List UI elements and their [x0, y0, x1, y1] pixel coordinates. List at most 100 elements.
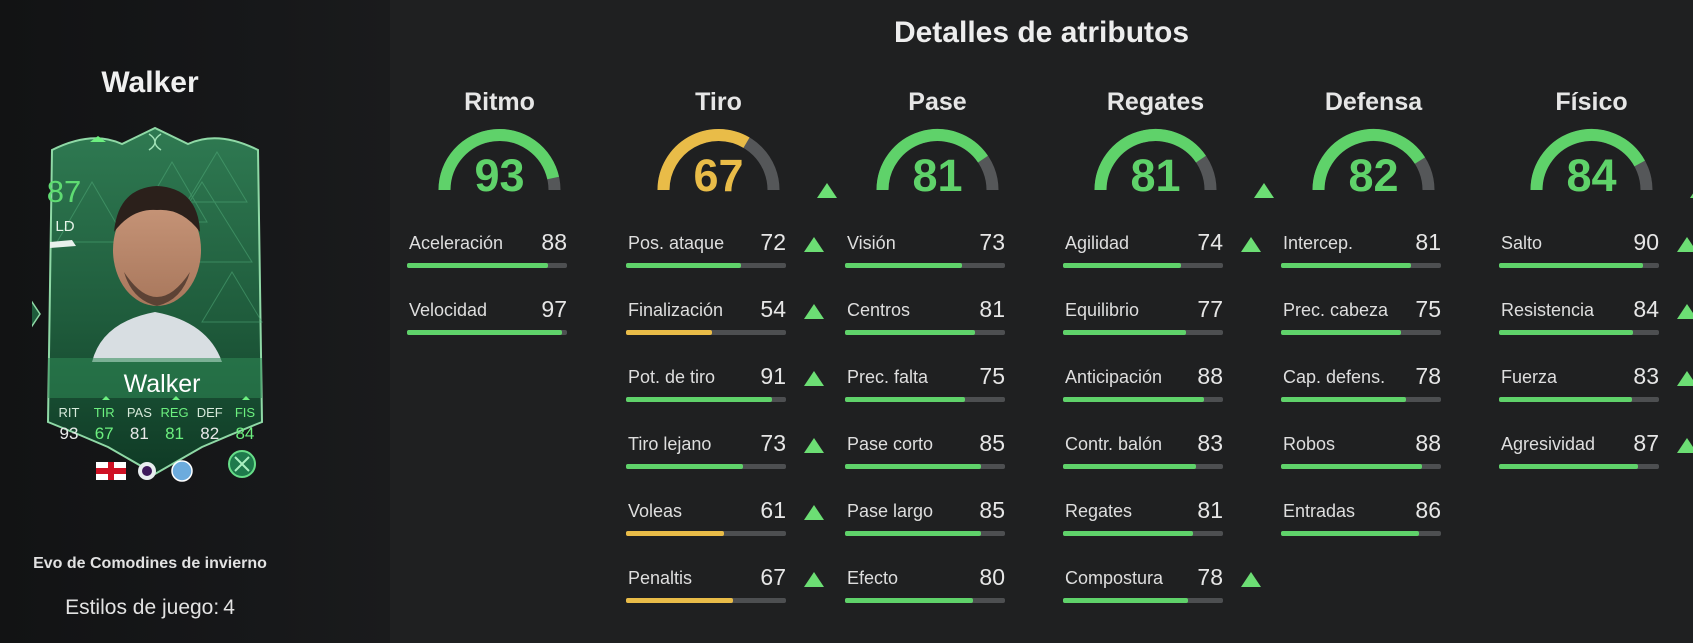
attribute-bar-track: [1281, 464, 1441, 469]
category-gauge: [876, 129, 999, 191]
attribute-bar-fill: [407, 330, 563, 335]
attribute-bar-track: [845, 330, 1005, 335]
attribute-name: Aceleración: [409, 233, 504, 253]
category-rating: 81: [1130, 150, 1181, 201]
attribute-row-contr-balon: Contr. balón 83: [1063, 430, 1223, 474]
category-name: Físico: [1555, 88, 1628, 116]
attribute-row-pot-de-tiro: Pot. de tiro 91: [626, 363, 824, 407]
gauge-fill: [876, 129, 988, 191]
attribute-bar-track: [626, 330, 786, 335]
attribute-bar-track: [845, 464, 1005, 469]
upgrade-arrow-icon: [817, 183, 837, 198]
attribute-bar-fill: [845, 330, 975, 335]
upgrade-arrow-icon: [804, 438, 824, 453]
card-stat-value: 93: [59, 424, 79, 443]
playstyles-label: Estilos de juego:: [65, 596, 220, 619]
boot-icon: [50, 240, 76, 248]
attribute-bar-track: [1499, 464, 1659, 469]
card-stat-values: 93 67 81 81 82 84: [52, 424, 262, 444]
attribute-name: Entradas: [1283, 501, 1356, 521]
attribute-name: Anticipación: [1065, 367, 1163, 387]
card-stat-label: RIT: [58, 405, 80, 420]
attribute-value: 83: [1197, 430, 1223, 456]
attribute-bar-track: [1499, 397, 1659, 402]
attribute-row-pase-corto: Pase corto 85: [845, 430, 1005, 474]
attribute-bar-track: [626, 598, 786, 603]
attribute-bar-fill: [845, 263, 962, 268]
attribute-bar-track: [1281, 263, 1441, 268]
attribute-bar-track: [1063, 531, 1223, 536]
attribute-name: Visión: [847, 233, 896, 253]
attribute-bar-fill: [845, 531, 981, 536]
attribute-bar-track: [845, 263, 1005, 268]
attribute-row-regates: Regates 81: [1063, 497, 1223, 541]
player-card[interactable]: 87 LD Walker RIT TIR PAS REG DEF FIS 93 …: [32, 122, 278, 494]
gauge-fill: [657, 129, 750, 191]
attribute-row-efecto: Efecto 80: [845, 564, 1005, 608]
attribute-name: Agilidad: [1065, 233, 1130, 253]
attribute-bar-track: [1063, 263, 1223, 268]
attribute-name: Finalización: [628, 300, 724, 320]
attribute-bar-track: [626, 531, 786, 536]
upgrade-arrow-icon: [804, 237, 824, 252]
category-gauge: [1312, 129, 1435, 191]
attribute-bar-fill: [1063, 263, 1182, 268]
upgrade-arrow-icon: [1241, 572, 1261, 587]
attribute-bar-track: [626, 397, 786, 402]
attribute-value: 85: [979, 497, 1005, 523]
attribute-value: 86: [1415, 497, 1441, 523]
attribute-value: 67: [760, 564, 786, 590]
attribute-bar-fill: [626, 397, 772, 402]
dna-icon: [148, 133, 162, 151]
attribute-bar-fill: [626, 330, 713, 335]
attribute-value: 78: [1415, 363, 1441, 389]
card-rating: 87: [46, 174, 82, 209]
attribute-bar-fill: [1281, 397, 1406, 402]
attribute-bar-track: [845, 397, 1005, 402]
attribute-name: Contr. balón: [1065, 434, 1163, 454]
attribute-value: 88: [541, 229, 567, 255]
gauge-fill: [1312, 129, 1426, 191]
attribute-name: Equilibrio: [1065, 300, 1140, 320]
upgrade-arrow-icon: [1254, 183, 1274, 198]
attribute-value: 75: [979, 363, 1005, 389]
attribute-row-agresividad: Agresividad 87: [1499, 430, 1693, 474]
player-panel: Walker: [0, 0, 390, 643]
attribute-bar-track: [407, 330, 567, 335]
attribute-bar-track: [626, 464, 786, 469]
attribute-value: 81: [1415, 229, 1441, 255]
attribute-bar-fill: [626, 598, 734, 603]
category-name: Tiro: [695, 88, 742, 116]
attribute-details-title: Detalles de atributos: [893, 16, 1190, 49]
attribute-bar-fill: [1063, 531, 1193, 536]
upgrade-arrow-icon: [1677, 304, 1693, 319]
attribute-bar-fill: [626, 263, 742, 268]
attribute-row-vision: Visión 73: [845, 229, 1005, 273]
attribute-row-intercep: Intercep. 81: [1281, 229, 1441, 273]
card-stat-label: TIR: [93, 405, 115, 420]
attribute-name: Resistencia: [1501, 300, 1595, 320]
attribute-bar-track: [1063, 464, 1223, 469]
attribute-value: 77: [1197, 296, 1223, 322]
category-rating: 84: [1566, 150, 1617, 201]
card-stat-label: DEF: [196, 405, 223, 420]
attribute-row-velocidad: Velocidad 97: [407, 296, 567, 340]
card-stat-value: 81: [165, 424, 185, 443]
gauge-fill: [438, 129, 560, 191]
attribute-value: 75: [1415, 296, 1441, 322]
attribute-name: Prec. cabeza: [1283, 300, 1389, 320]
attribute-bar-track: [1499, 263, 1659, 268]
card-stat-label: REG: [160, 405, 189, 420]
category-column-fisico: Físico 84 Salto 90 Resistencia 84 Fuerza 83 Agre…: [1499, 0, 1693, 643]
category-column-defensa: Defensa 82 Intercep. 81 Prec. cabeza 75 Cap. d…: [1281, 0, 1466, 643]
category-name: Regates: [1106, 88, 1205, 116]
playstyles-summary[interactable]: Estilos de juego: 4: [0, 596, 300, 620]
attribute-bar-fill: [845, 598, 973, 603]
category-rating: 67: [693, 150, 744, 201]
attribute-row-robos: Robos 88: [1281, 430, 1441, 474]
attribute-value: 72: [760, 229, 786, 255]
attribute-name: Compostura: [1065, 568, 1164, 588]
attribute-name: Cap. defens.: [1283, 367, 1386, 387]
gauge-fill: [1530, 129, 1645, 191]
attribute-bar-fill: [1281, 330, 1401, 335]
